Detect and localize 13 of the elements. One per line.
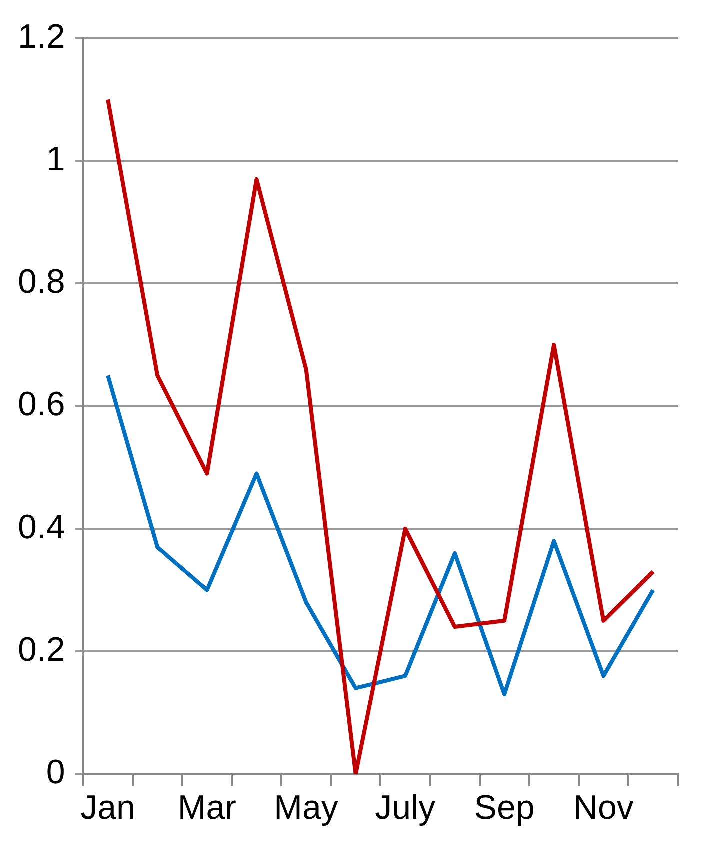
y-tick-label: 1.2 (18, 18, 66, 56)
y-tick-label: 0.4 (18, 508, 66, 546)
y-tick-label: 0.6 (18, 386, 66, 424)
x-tick-label: Nov (573, 788, 634, 827)
y-tick-label: 0 (46, 754, 66, 792)
y-tick-label: 1 (46, 140, 66, 178)
y-tick-label: 0.8 (18, 263, 66, 302)
x-tick-label: Sep (474, 788, 535, 827)
y-tick-label: 0.2 (18, 630, 66, 669)
x-tick-label: Jan (80, 788, 136, 827)
x-tick-label: May (274, 788, 338, 827)
x-tick-label: July (375, 788, 436, 827)
x-tick-label: Mar (178, 788, 236, 827)
